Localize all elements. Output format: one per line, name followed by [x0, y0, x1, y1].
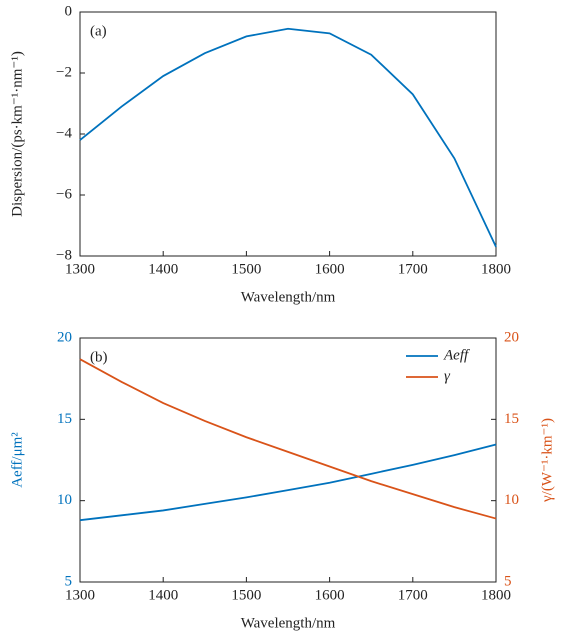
data-line: [79, 358, 497, 520]
x-tick-label: 1500: [231, 261, 261, 277]
y-tick-label: 10: [57, 492, 72, 508]
legend-label: Aeff: [443, 347, 470, 363]
y2-tick-label: 20: [504, 329, 519, 345]
x-tick-label: 1300: [65, 261, 95, 277]
x-tick-label: 1500: [231, 587, 261, 603]
x-axis-label: Wavelength/nm: [241, 289, 336, 305]
y2-axis-label: γ/(W⁻¹·km⁻¹): [539, 418, 555, 503]
x-tick-label: 1800: [481, 261, 511, 277]
x-axis-label: Wavelength/nm: [241, 615, 336, 631]
data-line: [79, 27, 497, 248]
x-tick-label: 1600: [315, 261, 345, 277]
x-tick-label: 1700: [398, 261, 428, 277]
y-axis-label: Dispersion/(ps·km⁻¹·nm⁻¹): [9, 51, 25, 217]
y-tick-label: −8: [56, 247, 72, 263]
x-tick-label: 1600: [315, 587, 345, 603]
y-axis-label: Aeff/μm²: [9, 432, 25, 488]
y-tick-label: 5: [65, 573, 73, 589]
x-tick-label: 1400: [148, 261, 178, 277]
y-tick-label: 0: [65, 3, 73, 19]
plot-frame: [79, 11, 497, 257]
y-tick-label: −6: [56, 186, 72, 202]
panel-label: (a): [90, 23, 107, 39]
panel-label: (b): [90, 349, 108, 365]
x-tick-label: 1300: [65, 587, 95, 603]
data-line: [79, 443, 497, 522]
y-tick-label: −4: [56, 125, 72, 141]
y-tick-label: 20: [57, 329, 72, 345]
y-tick-label: 15: [57, 411, 72, 427]
y-tick-label: −2: [56, 64, 72, 80]
y2-tick-label: 5: [504, 573, 512, 589]
legend-label: γ: [444, 368, 451, 384]
x-tick-label: 1800: [481, 587, 511, 603]
y2-tick-label: 15: [504, 411, 519, 427]
x-tick-label: 1700: [398, 587, 428, 603]
y2-tick-label: 10: [504, 492, 519, 508]
plot-frame: [79, 337, 497, 583]
x-tick-label: 1400: [148, 587, 178, 603]
